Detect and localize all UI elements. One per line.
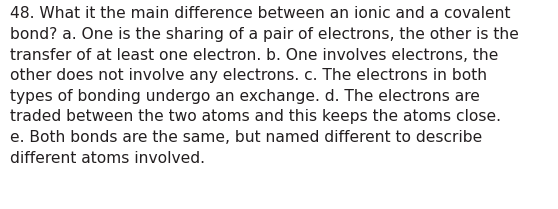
- Text: 48. What it the main difference between an ionic and a covalent
bond? a. One is : 48. What it the main difference between …: [10, 6, 519, 166]
